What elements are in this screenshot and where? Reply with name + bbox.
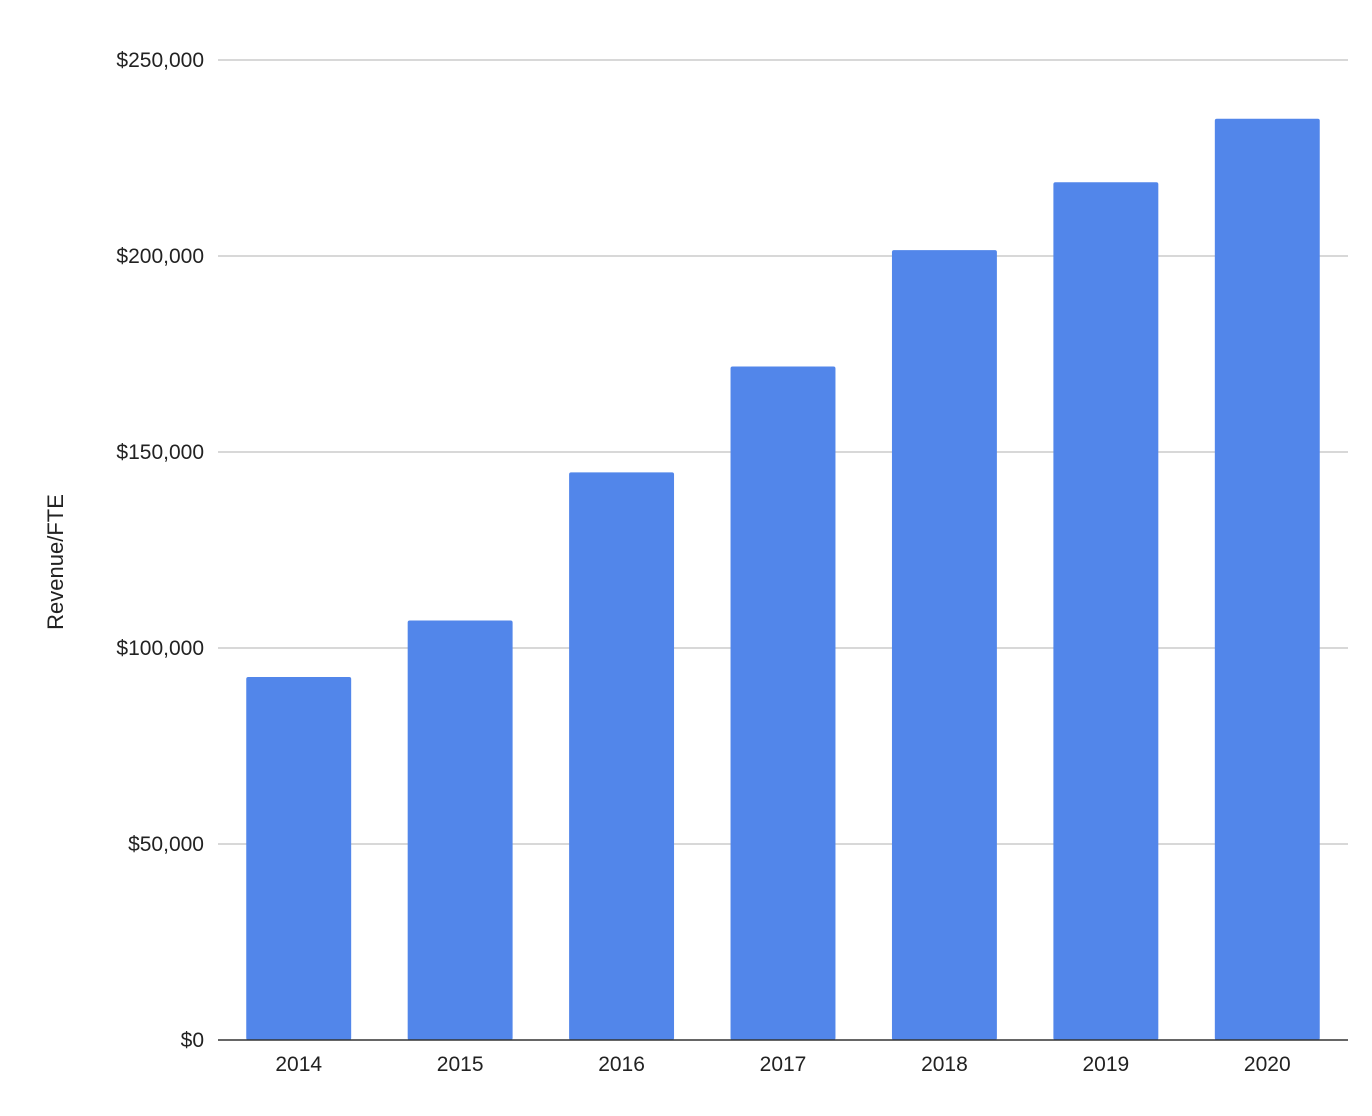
x-tick-label: 2016 <box>598 1053 645 1076</box>
x-tick-label: 2020 <box>1244 1053 1291 1076</box>
y-tick-label: $250,000 <box>116 49 204 72</box>
bars <box>246 118 1320 1041</box>
x-tick-label: 2019 <box>1082 1053 1129 1076</box>
bar-2015 <box>407 620 513 1040</box>
y-tick-label: $100,000 <box>116 637 204 660</box>
x-tick-label: 2018 <box>921 1053 968 1076</box>
bar-2020 <box>1214 118 1320 1041</box>
bar-2016 <box>569 472 675 1040</box>
y-tick-label: $0 <box>181 1029 204 1052</box>
bar-2017 <box>730 366 836 1040</box>
axes: $0 $50,000 $100,000 $150,000 $200,000 $250,00… <box>116 49 1348 1076</box>
y-tick-label: $200,000 <box>116 245 204 268</box>
y-tick-label: $150,000 <box>116 441 204 464</box>
bar-2019 <box>1053 182 1159 1040</box>
x-tick-label: 2015 <box>437 1053 484 1076</box>
x-tick-label: 2017 <box>760 1053 807 1076</box>
bar-2018 <box>891 250 997 1040</box>
x-tick-label: 2014 <box>275 1053 322 1076</box>
bar-2014 <box>246 677 352 1040</box>
y-axis-title: Revenue/FTE <box>43 494 68 630</box>
y-tick-label: $50,000 <box>128 833 204 856</box>
